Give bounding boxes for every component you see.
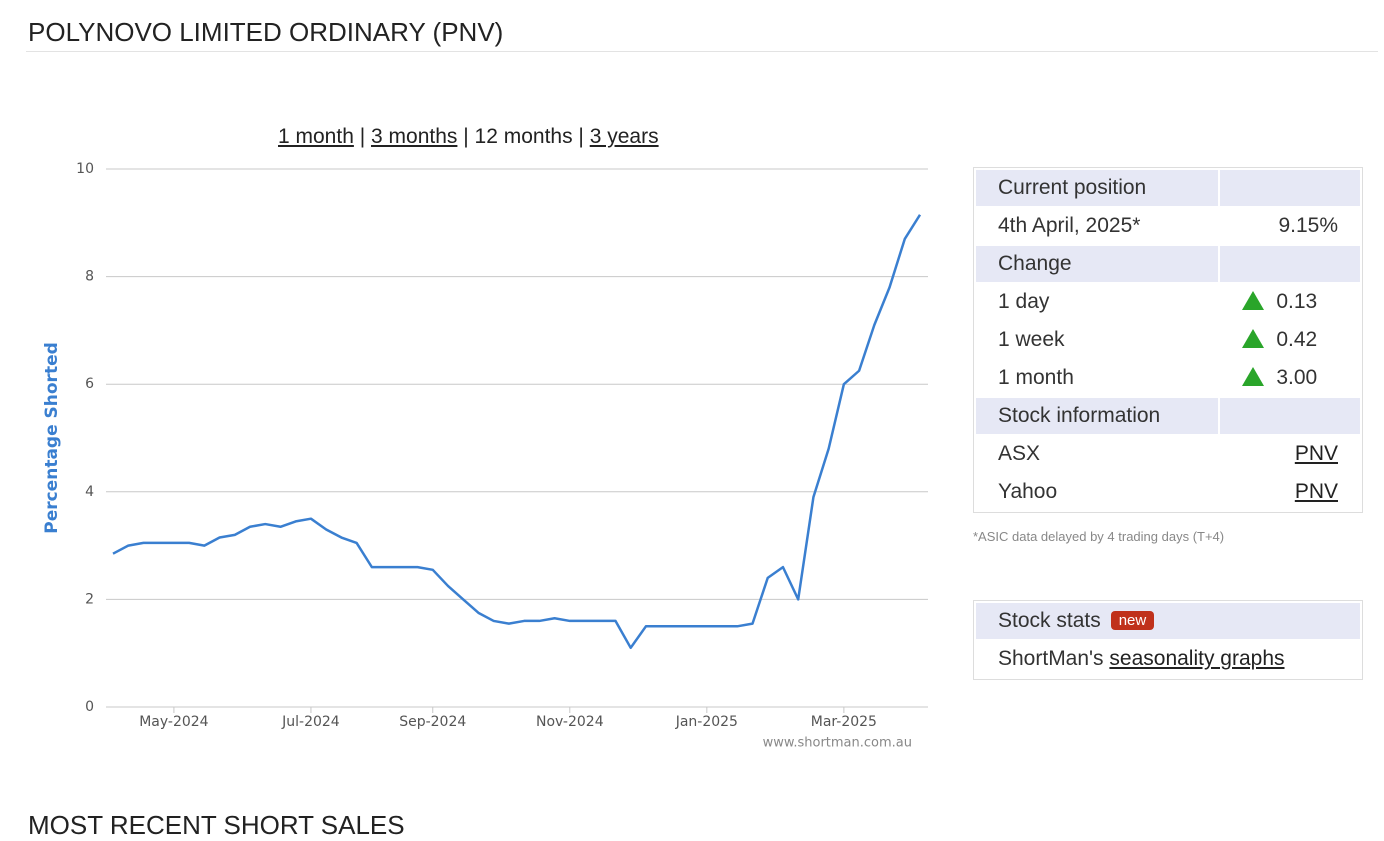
x-tick-label: Nov-2024 [536, 714, 604, 730]
x-tick-label: Jan-2025 [675, 714, 738, 730]
up-arrow [1242, 329, 1265, 348]
y-tick-label: 2 [85, 591, 94, 607]
section-title: MOST RECENT SHORT SALES [28, 810, 405, 840]
stats-heading: Stock stats [998, 609, 1101, 632]
section-heading: Current position [976, 170, 1219, 206]
page-title: POLYNOVO LIMITED ORDINARY (PNV) [28, 17, 504, 47]
up-arrow [1242, 291, 1265, 310]
cell: 1 week [998, 328, 1065, 351]
cell: 3.00 [1276, 366, 1318, 389]
x-tick-label: Mar-2025 [811, 714, 877, 730]
ticker-link[interactable]: PNV [1294, 442, 1338, 465]
divider [26, 51, 1378, 52]
range-link[interactable]: 3 months [371, 125, 458, 148]
up-arrow [1242, 367, 1265, 386]
cell: 1 month [998, 366, 1074, 389]
cell: 0.13 [1276, 290, 1318, 313]
y-tick-label: 8 [85, 269, 94, 285]
range-current: 12 months [474, 125, 573, 148]
cell: Yahoo [998, 480, 1058, 503]
y-axis-label: Percentage Shorted [42, 342, 62, 534]
cell: ASX [998, 442, 1041, 465]
credit: www.shortman.com.au [763, 736, 912, 751]
cell: 0.42 [1276, 328, 1318, 351]
ticker-link[interactable]: PNV [1294, 480, 1338, 503]
range-link[interactable]: 1 month [278, 125, 354, 148]
cell: 1 day [998, 290, 1050, 313]
chart: Percentage Shorted www.shortman.com.au 0… [42, 161, 928, 751]
y-tick-label: 4 [85, 484, 94, 500]
x-tick-label: Jul-2024 [281, 714, 340, 730]
cell: 4th April, 2025* [998, 214, 1141, 237]
x-tick-label: May-2024 [139, 714, 208, 730]
badge: new [1110, 611, 1155, 630]
section-heading: Stock information [976, 398, 1219, 434]
footnote: *ASIC data delayed by 4 trading days (T+… [973, 529, 1225, 544]
line [112, 214, 922, 650]
y-tick-label: 0 [85, 699, 94, 715]
y-tick-label: 10 [76, 161, 94, 177]
stats-link[interactable]: seasonality graphs [1109, 647, 1285, 670]
position-table: Current position 4th April, 2025* 9.15% C… [973, 167, 1363, 513]
stats-text: ShortMan's [998, 647, 1104, 670]
y-tick-label: 6 [85, 376, 94, 392]
stats-box: Stock stats new ShortMan's seasonality gr… [973, 600, 1363, 680]
section-heading: Change [976, 246, 1219, 282]
x-tick-label: Sep-2024 [399, 714, 466, 730]
range-links: 1 month | 3 months | 12 months | 3 years [278, 125, 659, 148]
cell: 9.15% [1278, 214, 1338, 237]
range-link[interactable]: 3 years [589, 125, 659, 148]
